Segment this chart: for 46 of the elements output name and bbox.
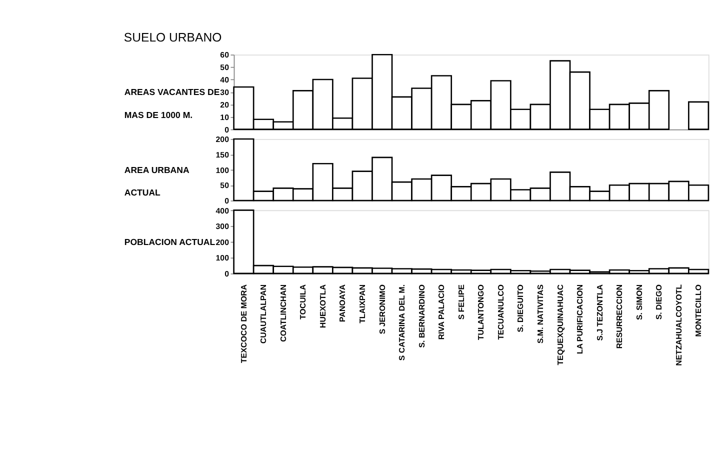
y-tick-label: 150 xyxy=(216,150,230,160)
y-tick-label: 200 xyxy=(216,238,230,247)
x-tick-label: RIVA PALACIO xyxy=(437,284,446,340)
x-tick-label: S CATARINA DEL M. xyxy=(398,284,407,361)
y-tick-label: 50 xyxy=(220,63,230,72)
y-tick-label: 0 xyxy=(224,196,230,206)
x-tick-label: TLAIXPAN xyxy=(358,284,367,324)
x-tick-label: S. DIEGUITO xyxy=(516,284,526,332)
x-tick-label: TEQUEXQUINAHUAC xyxy=(556,284,565,366)
x-tick-label: S.M. NATIVITAS xyxy=(536,284,545,344)
y-tick-label: 0 xyxy=(224,270,230,279)
x-tick-label: MONTECILLO xyxy=(694,284,704,337)
x-tick-label: NETZAHUALCOYOTL xyxy=(674,284,684,366)
x-tick-label: CUAUTLALPAN xyxy=(259,284,268,344)
y-tick-label: 40 xyxy=(220,76,230,85)
x-tick-label: TEXCOCO DE MORA xyxy=(239,284,248,364)
x-tick-label: S FELIPE xyxy=(456,284,466,320)
y-tick-label: 400 xyxy=(216,206,230,216)
y-tick-label: 60 xyxy=(220,50,230,60)
x-tick-label: RESURRECCION xyxy=(615,284,624,349)
x-tick-label: COATLINCHAN xyxy=(278,284,288,342)
text: AREAS VACANTES DE MAS DE 1000 M. xyxy=(124,87,220,120)
x-tick-label: LA PURIFICACION xyxy=(576,284,585,354)
x-tick-label: TULANTONGO xyxy=(476,284,486,340)
y-tick-label: 100 xyxy=(216,166,230,175)
y-tick-label: 10 xyxy=(220,112,230,122)
y-tick-label: 50 xyxy=(220,181,230,190)
text: AREA URBANA ACTUAL xyxy=(124,164,190,198)
x-tick-label: S. BERNARDINO xyxy=(417,284,426,348)
x-tick-label: TOCUILA xyxy=(298,284,308,320)
chart-title: SUELO URBANO xyxy=(124,30,222,44)
y-tick-label: 300 xyxy=(216,222,230,232)
x-tick-label: S. SIMON xyxy=(634,284,644,320)
y-tick-label: 100 xyxy=(216,254,230,263)
x-tick-label: TECUANULCO xyxy=(496,284,506,340)
y-tick-label: 30 xyxy=(220,88,230,98)
x-tick-label: PANOAYA xyxy=(338,284,348,322)
y-axis-title: POBLACION ACTUAL xyxy=(124,236,216,247)
x-tick-label: S JERONIMO xyxy=(378,284,387,334)
x-tick-label: S. DIEGO xyxy=(654,284,664,320)
bar xyxy=(688,101,710,130)
x-tick-label: HUEXOTLA xyxy=(318,284,328,328)
x-tick-label: S.J TEZONTLA xyxy=(595,284,604,341)
y-tick-label: 200 xyxy=(216,135,230,144)
y-tick-label: 0 xyxy=(224,125,230,134)
y-tick-label: 20 xyxy=(220,100,230,110)
